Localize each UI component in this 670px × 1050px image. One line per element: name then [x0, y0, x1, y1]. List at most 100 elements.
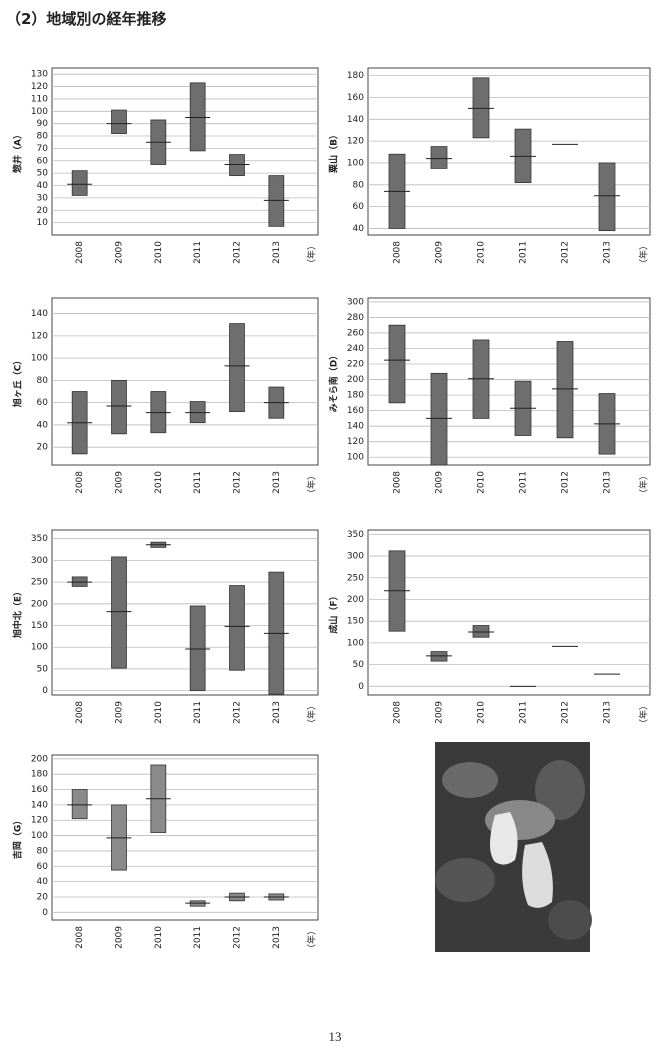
y-tick-label: 200 [31, 754, 48, 764]
x-tick-label: 2008 [75, 926, 85, 949]
y-tick-label: 20 [37, 443, 49, 453]
y-tick-label: 300 [347, 297, 364, 307]
x-tick-label: 2012 [561, 471, 571, 494]
y-axis-label: 旭ヶ丘（C） [12, 356, 24, 409]
x-tick-label: 2009 [435, 241, 445, 264]
y-tick-label: 180 [347, 71, 364, 81]
y-tick-label: 250 [31, 578, 48, 588]
range-bar [111, 109, 127, 134]
y-tick-label: 160 [31, 785, 48, 795]
x-tick-label: 2010 [477, 471, 487, 494]
y-tick-label: 50 [37, 664, 49, 674]
x-tick-label: 2011 [193, 926, 203, 949]
y-tick-label: 160 [347, 406, 364, 416]
y-tick-label: 140 [31, 309, 48, 319]
y-tick-label: 20 [37, 206, 49, 216]
y-tick-label: 240 [347, 344, 364, 354]
y-tick-label: 20 [37, 892, 49, 902]
y-tick-label: 100 [347, 158, 364, 168]
y-tick-label: 80 [353, 180, 365, 190]
y-tick-label: 60 [37, 156, 49, 166]
range-bar [514, 128, 532, 184]
range-bar [430, 146, 448, 169]
x-axis-unit: （年） [638, 471, 650, 498]
x-axis-unit: （年） [306, 701, 318, 728]
x-tick-label: 2010 [154, 241, 164, 264]
y-tick-label: 250 [347, 573, 364, 583]
plot-area [367, 529, 651, 696]
range-bar [189, 401, 206, 424]
y-tick-label: 40 [37, 420, 49, 430]
x-tick-label: 2008 [393, 471, 403, 494]
y-tick-label: 130 [31, 70, 48, 80]
x-tick-label: 2011 [193, 471, 203, 494]
x-tick-label: 2010 [154, 471, 164, 494]
x-tick-label: 2013 [603, 241, 613, 264]
x-tick-label: 2008 [75, 241, 85, 264]
x-tick-label: 2008 [393, 701, 403, 724]
chart: 0 50 100 150 200 250 300 350 成山（F） 2008 2009 2010 20… [328, 529, 651, 728]
y-tick-label: 350 [31, 534, 48, 544]
x-tick-label: 2009 [115, 241, 125, 264]
chart: 20 40 60 80 100 120 140 旭ヶ丘（C） 2008 2009 2010 2011 2… [12, 297, 319, 498]
y-tick-label: 70 [37, 144, 49, 154]
x-tick-label: 2008 [75, 471, 85, 494]
range-bar [111, 556, 127, 669]
page-number: 13 [329, 1029, 342, 1044]
y-tick-label: 80 [37, 132, 49, 142]
y-tick-label: 300 [31, 556, 48, 566]
y-axis-label: 惣井（A） [12, 130, 24, 173]
range-bar [556, 341, 574, 439]
y-axis-label: 吉岡（G） [12, 816, 24, 859]
x-tick-label: 2013 [272, 701, 282, 724]
y-tick-label: 30 [37, 193, 49, 203]
y-tick-label: 80 [37, 846, 49, 856]
y-tick-label: 40 [37, 877, 49, 887]
x-tick-label: 2011 [519, 241, 529, 264]
y-tick-label: 0 [42, 686, 48, 696]
y-tick-label: 150 [31, 621, 48, 631]
x-tick-label: 2013 [272, 241, 282, 264]
y-tick-label: 40 [353, 224, 365, 234]
x-tick-label: 2008 [393, 241, 403, 264]
range-bar [598, 162, 616, 232]
x-tick-label: 2011 [193, 701, 203, 724]
y-tick-label: 140 [31, 800, 48, 810]
x-tick-label: 2008 [75, 701, 85, 724]
x-tick-label: 2013 [272, 926, 282, 949]
x-tick-label: 2013 [603, 471, 613, 494]
x-axis-unit: （年） [638, 701, 650, 728]
x-axis-unit: （年） [306, 926, 318, 953]
y-tick-label: 100 [31, 107, 48, 117]
y-tick-label: 60 [353, 202, 365, 212]
x-tick-label: 2010 [477, 241, 487, 264]
x-tick-label: 2012 [561, 701, 571, 724]
y-tick-label: 140 [347, 422, 364, 432]
x-tick-label: 2012 [233, 241, 243, 264]
y-tick-label: 180 [31, 770, 48, 780]
y-tick-label: 150 [347, 617, 364, 627]
y-tick-label: 100 [347, 638, 364, 648]
y-tick-label: 60 [37, 398, 49, 408]
y-axis-label: 成山（F） [328, 591, 340, 633]
plot-area [51, 754, 319, 921]
x-tick-label: 2010 [477, 701, 487, 724]
x-axis-unit: （年） [306, 471, 318, 498]
chart: 40 60 80 100 120 140 160 180 粟山（B） 2008 2009 2010 20… [328, 67, 651, 268]
range-bar [229, 585, 245, 671]
x-tick-label: 2012 [233, 471, 243, 494]
range-bar [430, 372, 448, 466]
x-tick-label: 2012 [233, 926, 243, 949]
y-tick-label: 260 [347, 328, 364, 338]
chart: 0 50 100 150 200 250 300 350 旭中北（E） 2008 2009 2010 2… [12, 529, 319, 728]
y-tick-label: 100 [31, 831, 48, 841]
y-tick-label: 200 [347, 375, 364, 385]
x-tick-label: 2009 [435, 701, 445, 724]
x-tick-label: 2010 [154, 926, 164, 949]
x-tick-label: 2009 [435, 471, 445, 494]
page-title: （2）地域別の経年推移 [6, 10, 166, 28]
y-tick-label: 90 [37, 119, 49, 129]
range-bar [189, 82, 206, 152]
range-bar [229, 154, 245, 177]
